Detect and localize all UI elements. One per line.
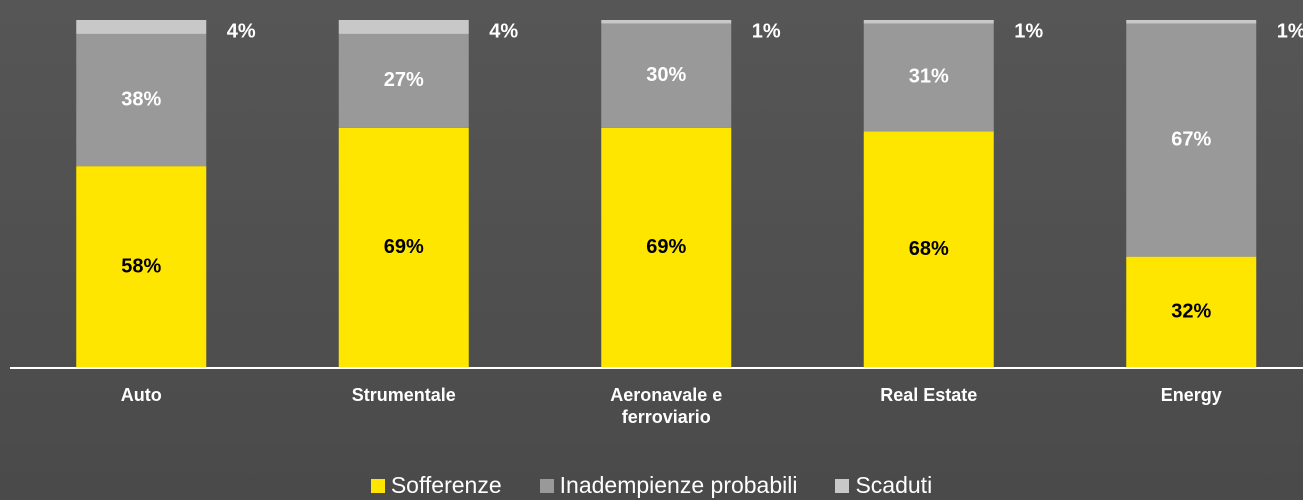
legend-label: Scaduti xyxy=(855,472,933,498)
bar-segment xyxy=(863,131,994,368)
x-tick-label: Strumentale xyxy=(351,385,456,405)
data-label: 1% xyxy=(752,20,781,42)
bar-segment xyxy=(1126,256,1257,368)
bar-segment xyxy=(1126,23,1257,257)
bar-segment xyxy=(601,23,732,128)
legend-label: Inadempienze probabili xyxy=(559,472,798,498)
data-label: 67% xyxy=(1171,128,1211,150)
x-tick-label: Energy xyxy=(1160,385,1222,405)
data-label: 31% xyxy=(909,66,949,88)
data-label: 32% xyxy=(1171,301,1211,323)
data-label: 1% xyxy=(1014,20,1043,42)
legend-item: Inadempienze probabili xyxy=(539,472,798,499)
bar-segment xyxy=(601,20,732,24)
bar-segment xyxy=(863,20,994,24)
legend-item: Scaduti xyxy=(835,472,932,499)
legend-label: Sofferenze xyxy=(390,472,502,498)
bar-segment xyxy=(76,33,207,167)
x-tick-label: Real Estate xyxy=(880,385,978,405)
data-label: 58% xyxy=(121,255,161,277)
data-label: 4% xyxy=(227,20,256,42)
legend-swatch xyxy=(835,478,850,493)
bar-segment xyxy=(601,127,732,368)
x-tick-label: Aeronavale e ferroviario xyxy=(610,385,723,427)
bar-segment xyxy=(338,127,469,368)
bar-segment xyxy=(863,23,994,132)
legend-item: Sofferenze xyxy=(370,472,502,499)
data-label: 38% xyxy=(121,88,161,110)
data-label: 1% xyxy=(1277,20,1303,42)
data-label: 30% xyxy=(646,64,686,86)
legend-swatch xyxy=(539,478,554,493)
bar-segment xyxy=(76,20,207,34)
legend: Sofferenze Inadempienze probabili Scaduti xyxy=(0,472,1303,499)
bar-segment xyxy=(338,20,469,34)
bar-segment xyxy=(338,33,469,128)
data-label: 69% xyxy=(384,236,424,258)
x-tick-label: Auto xyxy=(120,385,162,405)
legend-swatch xyxy=(370,478,385,493)
data-label: 69% xyxy=(646,236,686,258)
bar-segment xyxy=(76,166,207,368)
data-label: 27% xyxy=(384,69,424,91)
bar-segment xyxy=(1126,20,1257,24)
data-label: 4% xyxy=(489,20,518,42)
data-label: 68% xyxy=(909,238,949,260)
